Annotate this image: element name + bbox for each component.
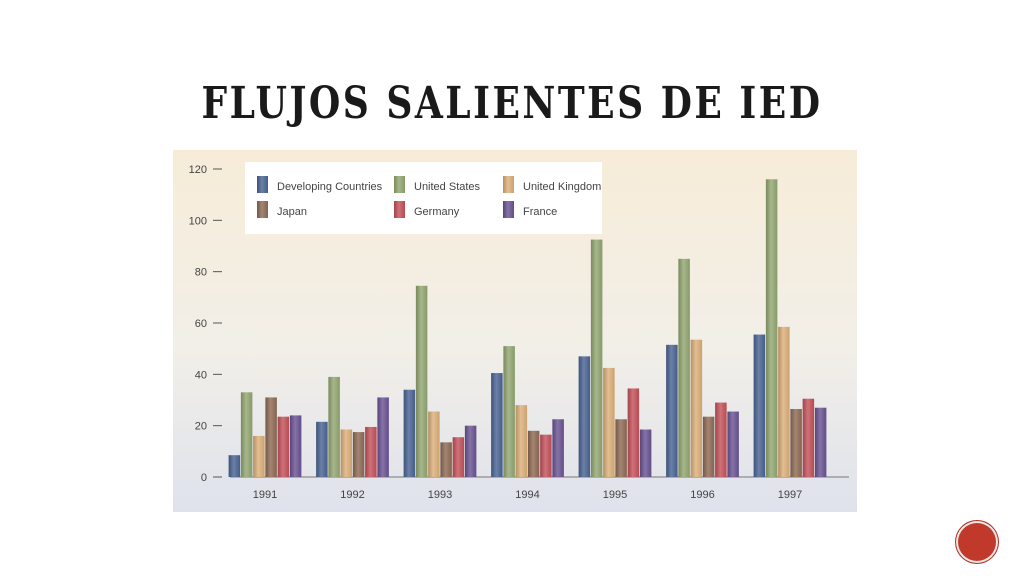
- bar-japan-1995: [615, 419, 627, 477]
- x-tick-label: 1995: [603, 489, 627, 501]
- bar-france-1991: [289, 415, 302, 477]
- bar-germany-1995: [627, 388, 640, 477]
- bar-germany-1997: [802, 398, 815, 477]
- bar-france-1994: [552, 419, 564, 477]
- legend-label-france: France: [523, 206, 557, 218]
- slide-number-badge: [958, 523, 996, 561]
- y-tick-label: 20: [195, 421, 207, 433]
- legend-swatch-france: [503, 201, 514, 218]
- bar-united-states-1992: [328, 376, 340, 477]
- x-tick-label: 1992: [340, 489, 364, 501]
- legend-label-united-states: United States: [414, 181, 481, 193]
- bar-france-1992: [377, 397, 389, 477]
- y-tick-label: 40: [195, 369, 207, 381]
- bar-united-kingdom-1993: [428, 411, 440, 477]
- bar-united-states-1997: [765, 179, 778, 477]
- legend-swatch-japan: [257, 201, 268, 218]
- bar-germany-1996: [715, 402, 727, 477]
- bar-germany-1991: [277, 416, 290, 477]
- bar-united-kingdom-1997: [778, 326, 790, 477]
- y-tick-label: 120: [189, 164, 207, 176]
- legend-swatch-germany: [394, 201, 405, 218]
- bar-japan-1997: [790, 408, 802, 477]
- y-tick-label: 0: [201, 472, 207, 484]
- bar-chart: 0 20 40 60 80 100 120 1991 1992 1993 1994 1995 1996 1…: [173, 150, 857, 512]
- bar-united-states-1995: [590, 239, 603, 477]
- bar-developing-countries-1997: [753, 334, 766, 477]
- y-tick-label: 100: [189, 215, 207, 227]
- slide-title: FLUJOS SALIENTES DE IED: [201, 78, 823, 129]
- bar-france-1993: [464, 425, 477, 477]
- bar-united-states-1993: [415, 285, 428, 477]
- legend-label-developing-countries: Developing Countries: [277, 181, 383, 193]
- legend-swatch-united-states: [394, 176, 405, 193]
- bar-france-1996: [727, 411, 739, 477]
- bar-developing-countries-1995: [578, 356, 591, 477]
- bar-developing-countries-1996: [666, 344, 678, 477]
- bar-developing-countries-1994: [491, 373, 503, 477]
- bar-united-states-1991: [240, 392, 253, 477]
- bar-developing-countries-1992: [316, 421, 328, 477]
- bar-france-1995: [639, 429, 652, 477]
- bar-japan-1994: [527, 430, 540, 477]
- legend-label-united-kingdom: United Kingdom: [523, 181, 601, 193]
- legend-box: [245, 162, 602, 234]
- bar-united-kingdom-1994: [515, 405, 528, 477]
- legend-label-japan: Japan: [277, 206, 307, 218]
- x-tick-label: 1994: [515, 489, 539, 501]
- bar-united-kingdom-1992: [340, 429, 353, 477]
- legend-swatch-developing-countries: [257, 176, 268, 193]
- bar-developing-countries-1993: [403, 389, 416, 477]
- x-tick-label: 1993: [428, 489, 452, 501]
- legend-label-germany: Germany: [414, 206, 460, 218]
- bar-united-states-1996: [678, 258, 690, 477]
- bar-germany-1992: [365, 426, 377, 477]
- bar-germany-1993: [452, 437, 465, 477]
- bar-developing-countries-1991: [228, 455, 241, 477]
- legend-swatch-united-kingdom: [503, 176, 514, 193]
- bar-japan-1991: [265, 397, 277, 477]
- bar-japan-1996: [702, 416, 715, 477]
- x-tick-label: 1997: [778, 489, 802, 501]
- bar-germany-1994: [540, 434, 552, 477]
- y-tick-label: 60: [195, 318, 207, 330]
- bar-france-1997: [814, 407, 827, 477]
- x-tick-label: 1991: [253, 489, 277, 501]
- bar-united-kingdom-1995: [603, 367, 615, 477]
- y-tick-label: 80: [195, 267, 207, 279]
- bar-united-states-1994: [503, 346, 515, 477]
- bar-japan-1992: [352, 432, 365, 477]
- bar-united-kingdom-1991: [253, 435, 265, 477]
- x-tick-label: 1996: [690, 489, 714, 501]
- bar-japan-1993: [440, 442, 452, 477]
- bar-united-kingdom-1996: [690, 339, 703, 477]
